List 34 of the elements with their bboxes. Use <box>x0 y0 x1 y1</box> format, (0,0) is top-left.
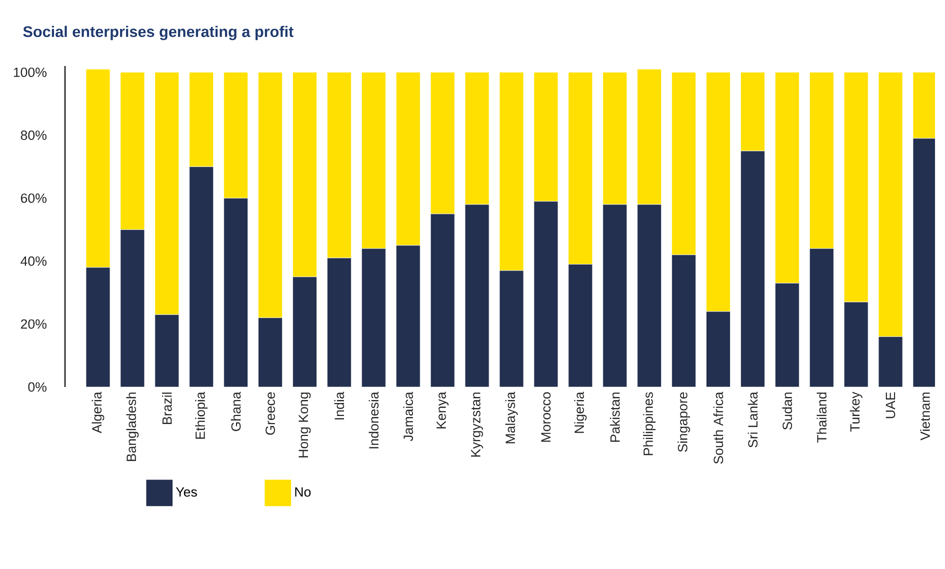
x-tick-label: Kyrgyzstan <box>471 392 484 457</box>
x-tick-label: Vietnam <box>920 392 930 440</box>
x-tick-label: Greece <box>266 392 276 435</box>
y-tick-label: 100% <box>14 68 46 78</box>
x-tick-label: Malaysia <box>505 392 518 444</box>
x-tick-label: Sri Lanka <box>748 392 758 448</box>
legend-label: Yes <box>176 487 197 497</box>
x-tick-label: Nigeria <box>574 392 587 433</box>
x-tick-label: Indonesia <box>368 392 379 448</box>
x-tick-label: Pakistan <box>610 392 620 442</box>
x-tick-label: Thailand <box>816 392 827 443</box>
chart-title: Social enterprises generating a profit <box>23 26 294 40</box>
x-tick-label: Sudan <box>782 392 792 430</box>
y-tick-label: 60% <box>20 193 46 203</box>
x-tick-label: UAE <box>886 392 896 418</box>
x-tick-label: Brazil <box>162 392 172 424</box>
x-tick-label: Jamaica <box>403 392 414 442</box>
x-tick-label: Hong Kong <box>298 392 311 458</box>
legend-label: No <box>295 487 311 497</box>
x-tick-label: Morocco <box>541 392 551 442</box>
x-tick-label: Bangladesh <box>126 392 139 462</box>
y-tick-label: 40% <box>20 256 46 266</box>
y-tick-label: 20% <box>20 319 46 329</box>
x-tick-label: Ethiopia <box>195 392 208 439</box>
x-tick-label: Singapore <box>678 392 690 452</box>
x-tick-label: Algeria <box>92 392 104 434</box>
y-tick-label: 80% <box>20 130 46 140</box>
x-tick-label: India <box>334 392 344 420</box>
x-tick-label: Ghana <box>230 392 241 432</box>
x-tick-label: South Africa <box>713 392 724 464</box>
x-tick-label: Turkey <box>850 392 862 432</box>
x-tick-label: Philippines <box>643 392 656 456</box>
x-tick-label: Kenya <box>436 392 449 428</box>
y-tick-label: 0% <box>28 382 46 392</box>
